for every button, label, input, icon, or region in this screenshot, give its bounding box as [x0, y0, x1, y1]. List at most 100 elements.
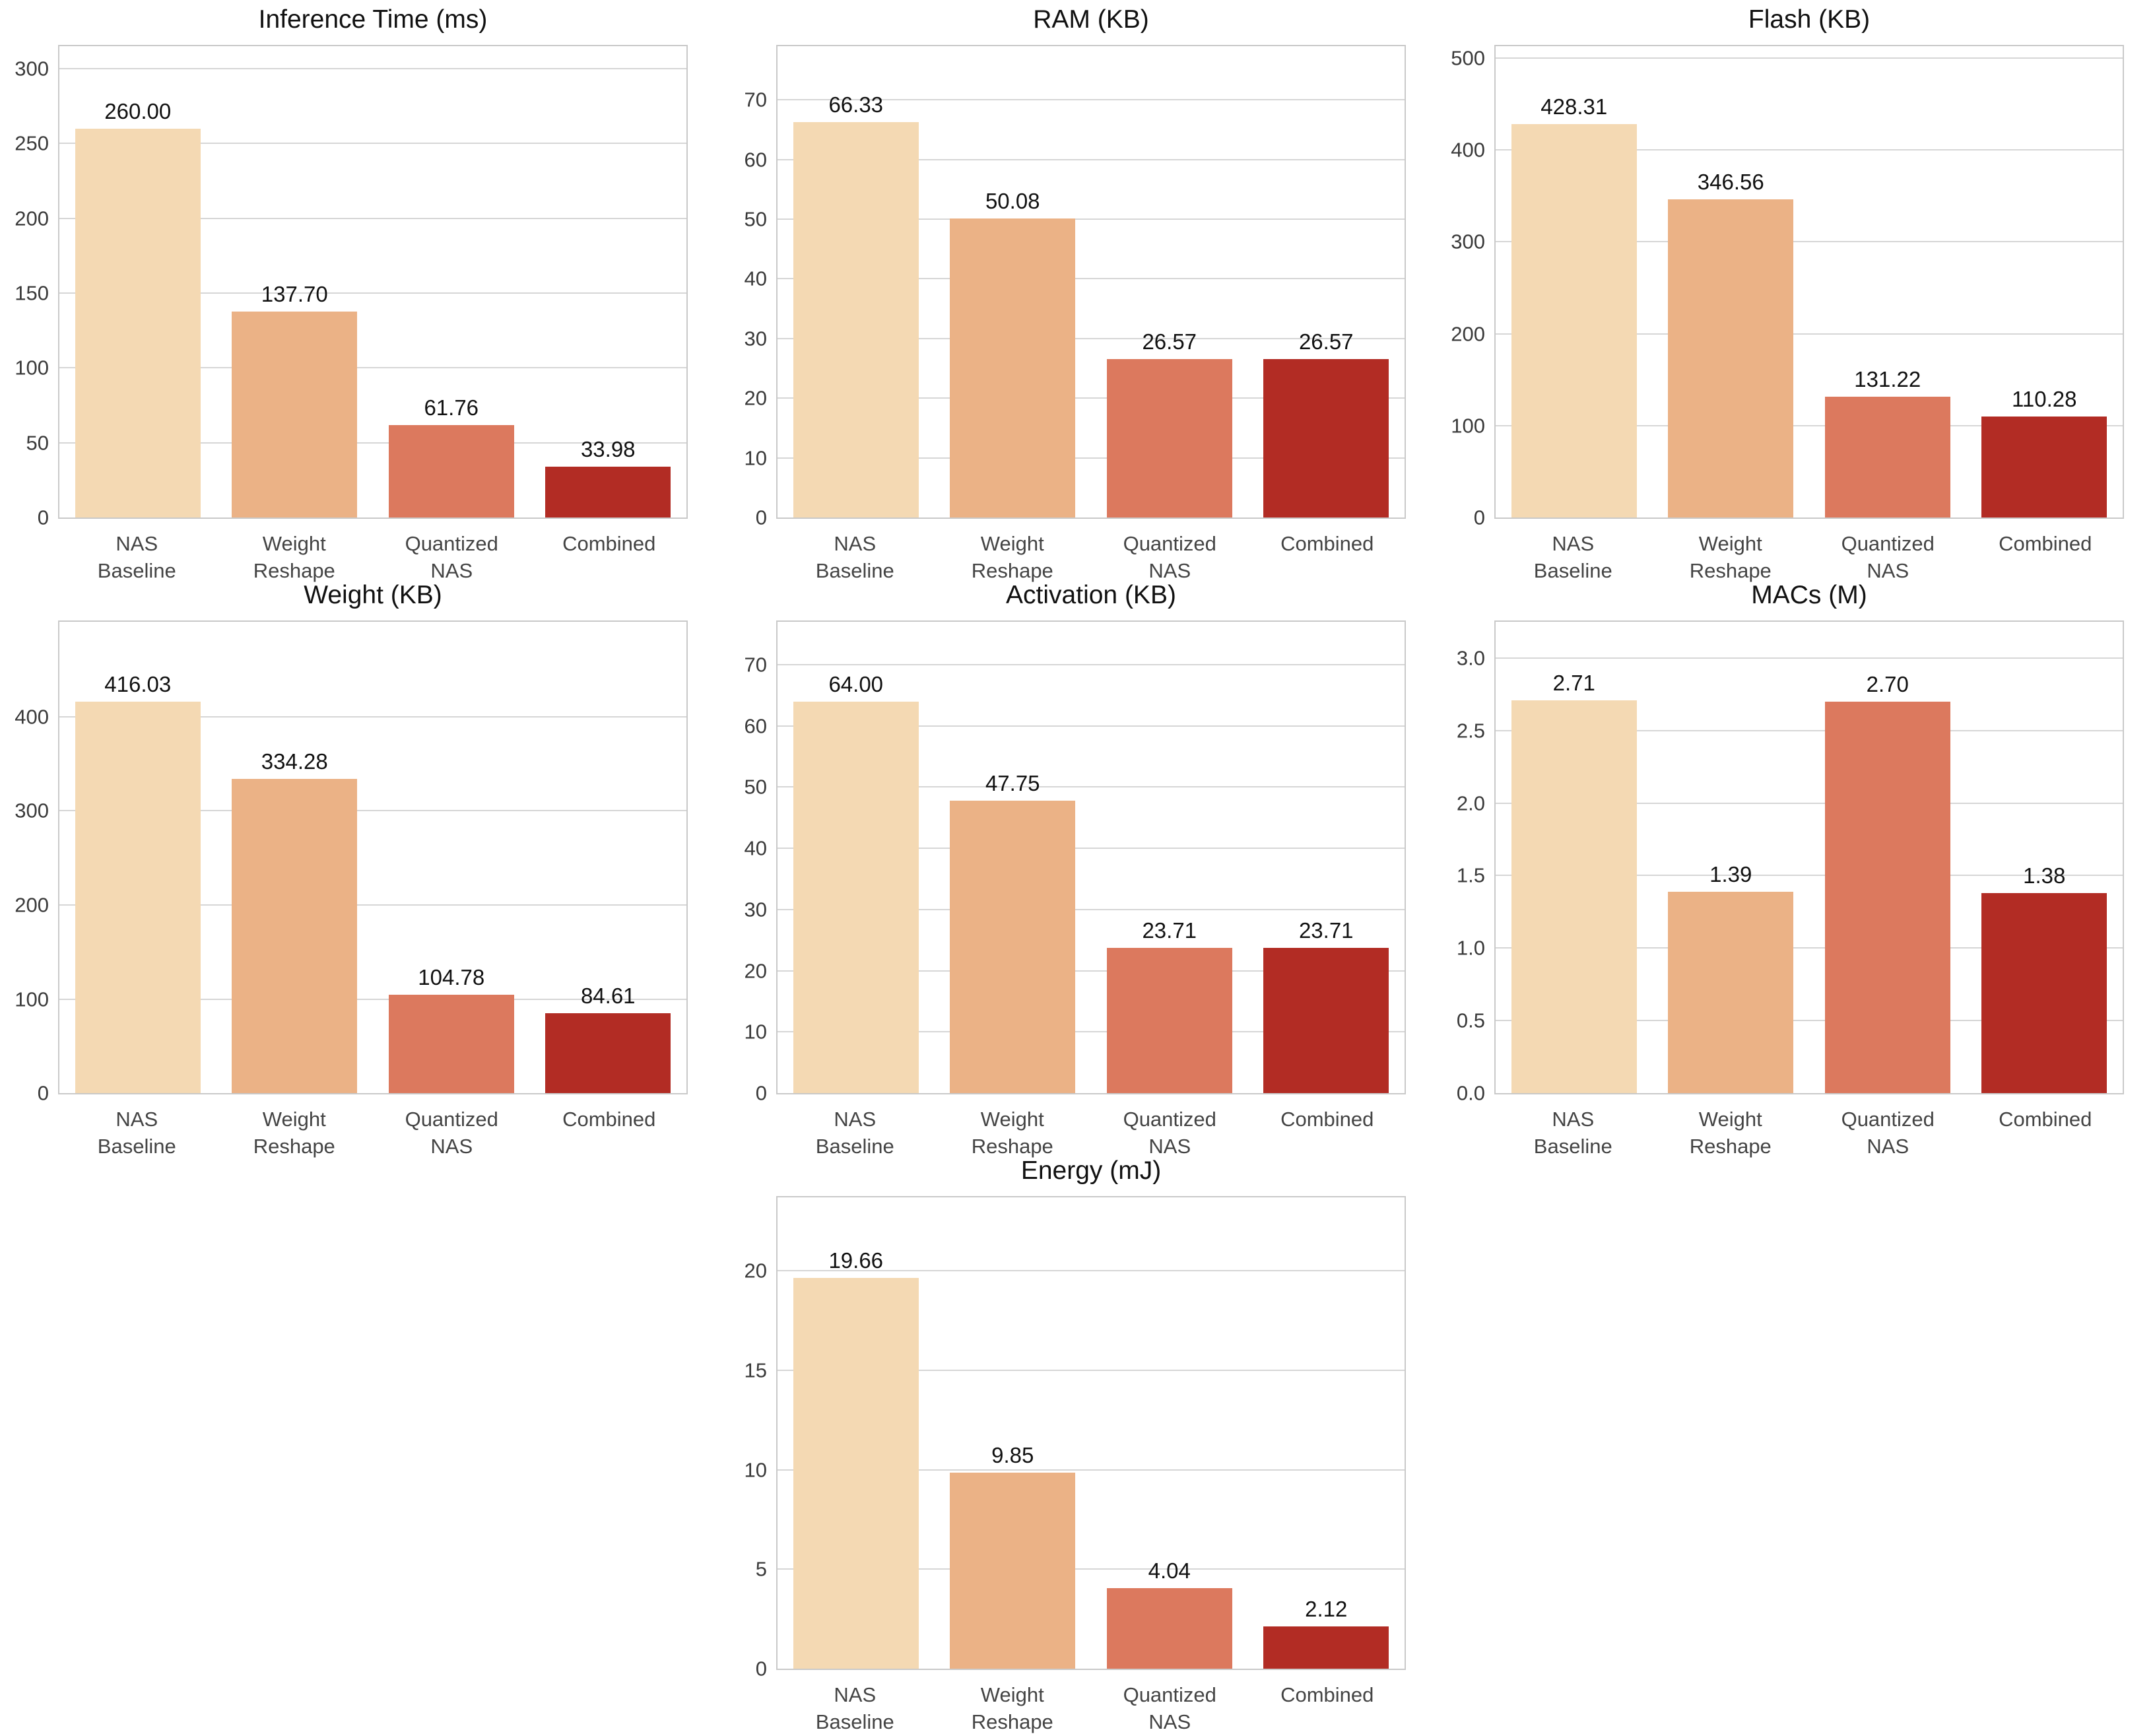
category-label: Combined — [531, 520, 688, 558]
bar — [1263, 358, 1389, 517]
chart-inference-time: Inference Time (ms) 0 50 100 150 200 250 300 260… — [0, 0, 718, 582]
gridline — [59, 904, 686, 906]
bar — [1106, 948, 1232, 1093]
bar-value-label: 137.70 — [261, 281, 328, 306]
bar — [1106, 358, 1232, 517]
y-tick-label: 50 — [744, 207, 767, 231]
y-tick-label: 20 — [744, 1259, 767, 1283]
category-label: Combined — [531, 1096, 688, 1133]
chart-weight: Weight (KB) 0 100 200 300 400 416.03 334.28 104.… — [0, 576, 718, 1158]
category-label: NAS Baseline — [1494, 1096, 1652, 1160]
chart-title: MACs (M) — [1751, 581, 1867, 609]
category-label-line: Reshape — [1689, 558, 1772, 582]
category-label-line: Weight — [980, 532, 1044, 555]
bar-value-label: 131.22 — [1854, 367, 1921, 392]
category-label-line: Reshape — [253, 558, 335, 582]
y-tick-label: 0 — [755, 1657, 767, 1681]
chart-activation: Activation (KB) 0 10 20 30 40 50 60 70 64.00 47.75… — [718, 576, 1436, 1158]
category-label-line: Quantized — [1123, 532, 1216, 555]
category-label: Quantized NAS — [373, 1096, 531, 1160]
y-tick-label: 50 — [26, 431, 49, 455]
gridline — [59, 367, 686, 369]
gridline — [778, 1568, 1405, 1570]
y-tick-label: 70 — [744, 88, 767, 112]
gridline — [778, 337, 1405, 339]
x-axis-labels: NAS Baseline Weight Reshape Quantized NAS Comb… — [58, 520, 688, 582]
category-label: Quantized NAS — [1091, 1671, 1249, 1736]
category-label-line: Quantized — [1841, 532, 1935, 555]
bar — [388, 994, 514, 1093]
category-label: Combined — [1249, 1671, 1407, 1709]
bar — [1981, 892, 2107, 1093]
y-tick-label: 300 — [15, 57, 49, 81]
y-tick-label: 70 — [744, 653, 767, 677]
chart-energy: Energy (mJ) 0 5 10 15 20 19.66 9.85 4.04 2.12 NAS B… — [718, 1151, 1436, 1733]
y-tick-label: 300 — [1451, 230, 1485, 253]
chart-title: RAM (KB) — [1033, 5, 1149, 34]
y-tick-label: 250 — [15, 131, 49, 155]
bar-value-label: 1.38 — [2023, 863, 2066, 888]
category-label-line: Weight — [980, 1683, 1044, 1706]
category-label-line: Baseline — [97, 558, 176, 582]
category-label-line: Reshape — [1689, 1134, 1772, 1158]
plot-area: 0.0 0.5 1.0 1.5 2.0 2.5 3.0 2.71 1.39 2.70 1.38 — [1457, 620, 2124, 1104]
x-axis-labels: NAS Baseline Weight Reshape Quantized NAS Comb… — [776, 1096, 1406, 1158]
x-axis-labels: NAS Baseline Weight Reshape Quantized NAS Comb… — [1494, 520, 2125, 582]
category-label: Weight Reshape — [934, 1096, 1092, 1160]
gridline — [778, 278, 1405, 280]
chart-ram: RAM (KB) 0 10 20 30 40 50 60 70 66.33 50.08 26.57 26… — [718, 0, 1436, 582]
category-label: Weight Reshape — [934, 520, 1092, 585]
bar — [232, 311, 358, 517]
y-tick-label: 3.0 — [1456, 646, 1485, 670]
y-tick-label: 400 — [15, 705, 49, 729]
category-label: Quantized NAS — [373, 520, 531, 585]
y-tick-label: 5 — [755, 1557, 767, 1581]
chart-title: Weight (KB) — [304, 581, 442, 609]
bar — [1668, 891, 1794, 1093]
category-label: NAS Baseline — [58, 520, 216, 585]
category-label: NAS Baseline — [1494, 520, 1652, 585]
category-label: Weight Reshape — [1652, 520, 1810, 585]
gridline — [59, 217, 686, 219]
category-label: Weight Reshape — [934, 1671, 1092, 1736]
y-tick-label: 100 — [1451, 414, 1485, 438]
category-label-line: NAS — [834, 1108, 877, 1131]
category-label-line: NAS — [430, 1134, 473, 1158]
gridline — [778, 1270, 1405, 1272]
category-label: Quantized NAS — [1091, 520, 1249, 585]
gridline — [1496, 333, 2123, 335]
gridline — [778, 1031, 1405, 1033]
bar-value-label: 2.70 — [1866, 671, 1909, 696]
x-axis-labels: NAS Baseline Weight Reshape Quantized NAS Comb… — [1494, 1096, 2124, 1158]
bar — [950, 801, 1076, 1093]
y-tick-label: 0 — [755, 1081, 767, 1105]
chart-flash: Flash (KB) 0 100 200 300 400 500 428.31 346.56 13… — [1436, 0, 2154, 582]
bar — [545, 466, 671, 517]
bar-value-label: 26.57 — [1298, 329, 1354, 354]
category-label: Weight Reshape — [216, 1096, 374, 1160]
bar-value-label: 26.57 — [1142, 329, 1197, 354]
chart-title: Flash (KB) — [1748, 5, 1871, 34]
chart-macs: MACs (M) 0.0 0.5 1.0 1.5 2.0 2.5 3.0 2.71 1.39 2.7… — [1436, 576, 2154, 1158]
category-label-line: NAS — [834, 1683, 877, 1706]
category-label: Weight Reshape — [1652, 1096, 1810, 1160]
category-label-line: NAS — [1867, 1134, 1909, 1158]
category-label: Quantized NAS — [1809, 1096, 1967, 1160]
category-label: Quantized NAS — [1091, 1096, 1249, 1160]
bar-value-label: 23.71 — [1142, 918, 1197, 943]
category-label-line: Weight — [1698, 532, 1762, 555]
bar — [1824, 397, 1950, 517]
gridline — [59, 998, 686, 1000]
category-label-line: Baseline — [97, 1134, 176, 1158]
plot-area: 0 100 200 300 400 416.03 334.28 104.78 84.61 — [15, 620, 688, 1104]
y-tick-label: 0 — [37, 1081, 49, 1105]
category-label: NAS Baseline — [776, 520, 934, 585]
x-axis-labels: NAS Baseline Weight Reshape Quantized NAS Comb… — [776, 520, 1406, 582]
category-label: Combined — [1967, 520, 2125, 558]
y-tick-label: 30 — [744, 898, 767, 921]
bar-value-label: 1.39 — [1709, 861, 1752, 886]
y-tick-label: 15 — [744, 1358, 767, 1382]
category-label-line: NAS — [1552, 532, 1595, 555]
bar — [1511, 123, 1637, 517]
